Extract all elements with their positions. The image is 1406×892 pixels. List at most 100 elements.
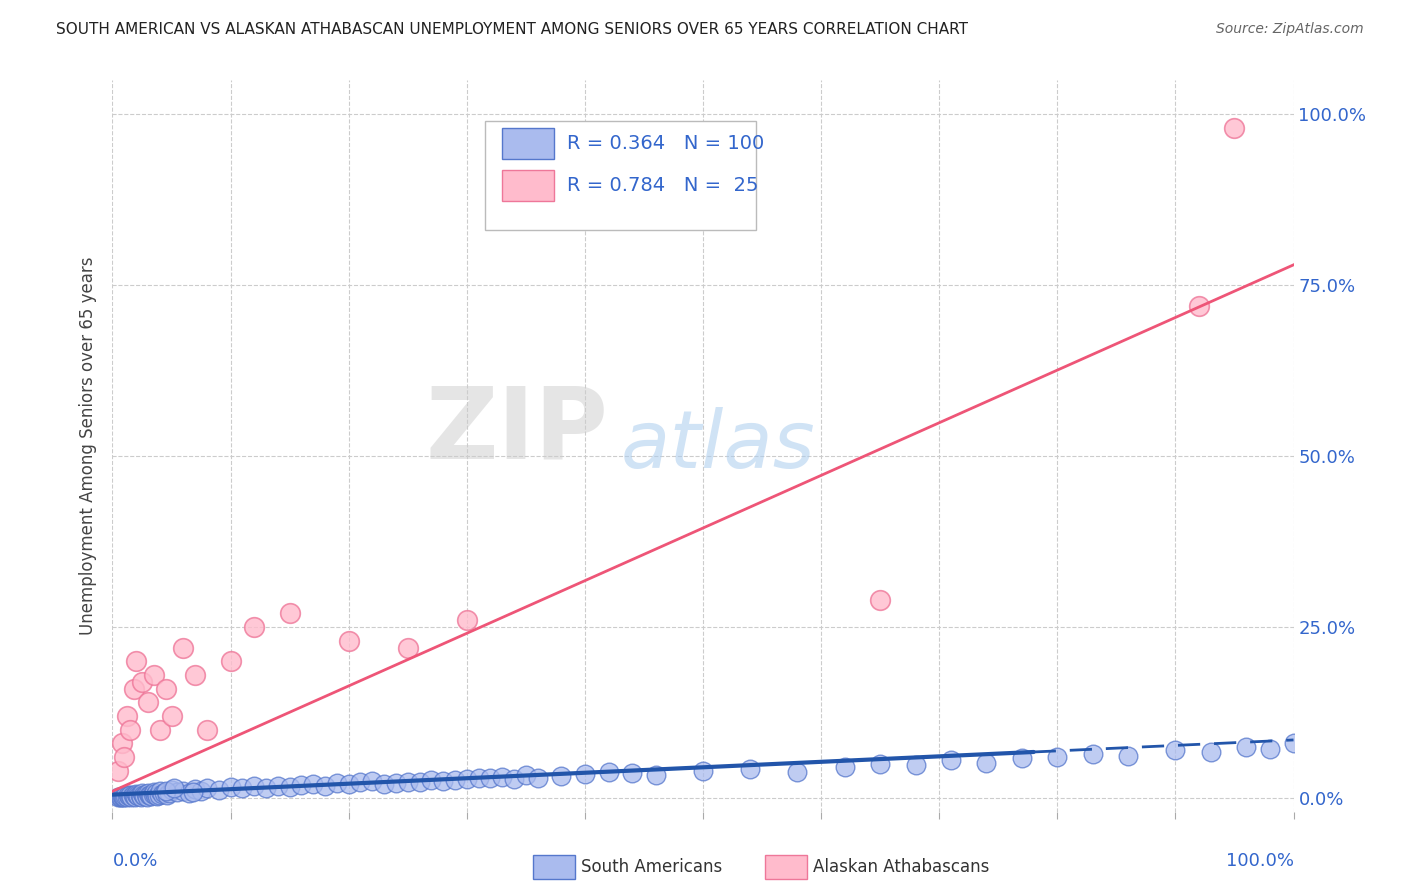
Point (621, 766, 644, 780)
Point (115, 709, 138, 723)
Point (136, 695, 159, 709)
Point (127, 789, 149, 803)
Point (692, 764, 714, 778)
Point (155, 681, 177, 696)
Point (1081, 747, 1104, 761)
Point (396, 640, 419, 655)
Point (278, 780, 301, 794)
Point (142, 668, 165, 682)
Point (141, 789, 163, 803)
Point (122, 789, 145, 803)
Point (160, 709, 183, 723)
Point (314, 779, 336, 793)
Text: R = 0.784   N =  25: R = 0.784 N = 25 (567, 176, 759, 195)
Point (385, 776, 408, 790)
Point (181, 785, 204, 799)
Point (869, 592, 891, 607)
Point (115, 789, 138, 804)
Point (136, 786, 159, 800)
Point (125, 787, 148, 801)
Point (124, 790, 146, 805)
Point (373, 777, 395, 791)
Point (550, 769, 572, 783)
Point (869, 756, 891, 771)
Point (122, 681, 145, 696)
Point (1223, 121, 1246, 136)
Point (107, 790, 129, 805)
Point (231, 781, 253, 796)
Point (107, 764, 129, 778)
Point (326, 776, 349, 790)
Point (149, 723, 172, 737)
Point (108, 789, 131, 804)
Point (361, 774, 384, 789)
Point (467, 771, 489, 785)
Point (1116, 748, 1139, 763)
Point (112, 790, 135, 805)
Point (190, 784, 212, 798)
Point (120, 789, 142, 804)
Point (157, 786, 180, 800)
FancyBboxPatch shape (485, 120, 756, 230)
Point (574, 767, 596, 781)
Point (786, 765, 808, 780)
Point (125, 654, 148, 668)
Point (491, 770, 513, 784)
Text: SOUTH AMERICAN VS ALASKAN ATHABASCAN UNEMPLOYMENT AMONG SENIORS OVER 65 YEARS CO: SOUTH AMERICAN VS ALASKAN ATHABASCAN UNE… (56, 22, 969, 37)
Point (479, 771, 502, 785)
Point (503, 772, 526, 786)
Point (149, 784, 172, 798)
Point (110, 790, 132, 805)
Point (444, 772, 467, 787)
Point (420, 773, 443, 788)
Point (302, 777, 325, 791)
Text: ZIP: ZIP (426, 383, 609, 480)
Point (135, 787, 157, 801)
Point (112, 750, 135, 764)
Point (153, 786, 176, 800)
Point (1282, 736, 1305, 750)
Point (243, 620, 266, 634)
Point (156, 788, 179, 802)
Point (337, 633, 360, 648)
Point (1046, 750, 1069, 764)
Point (179, 786, 201, 800)
Point (127, 789, 149, 803)
Point (132, 789, 155, 803)
Point (195, 723, 218, 737)
FancyBboxPatch shape (502, 128, 554, 159)
Point (117, 789, 139, 803)
Point (644, 768, 666, 782)
Point (142, 785, 165, 799)
Point (142, 787, 165, 801)
Point (290, 778, 312, 792)
Point (254, 780, 277, 795)
Point (219, 780, 242, 794)
Point (148, 788, 170, 802)
Point (114, 789, 136, 803)
Text: R = 0.364   N = 100: R = 0.364 N = 100 (567, 134, 765, 153)
Point (172, 783, 194, 797)
Point (145, 786, 167, 800)
Point (337, 777, 360, 791)
Point (278, 607, 301, 621)
FancyBboxPatch shape (502, 170, 554, 201)
Point (135, 789, 157, 804)
Point (740, 762, 762, 776)
Point (598, 765, 620, 780)
Point (111, 789, 134, 803)
Point (184, 668, 207, 682)
Point (349, 775, 371, 789)
Point (112, 789, 135, 804)
Point (138, 788, 160, 802)
Point (166, 785, 188, 799)
Point (432, 774, 454, 789)
Point (1234, 739, 1257, 754)
Y-axis label: Unemployment Among Seniors over 65 years: Unemployment Among Seniors over 65 years (79, 257, 97, 635)
Point (134, 789, 156, 803)
Point (118, 789, 141, 803)
Point (172, 640, 194, 655)
Text: atlas: atlas (620, 407, 815, 485)
Point (456, 772, 478, 786)
Point (121, 789, 143, 803)
